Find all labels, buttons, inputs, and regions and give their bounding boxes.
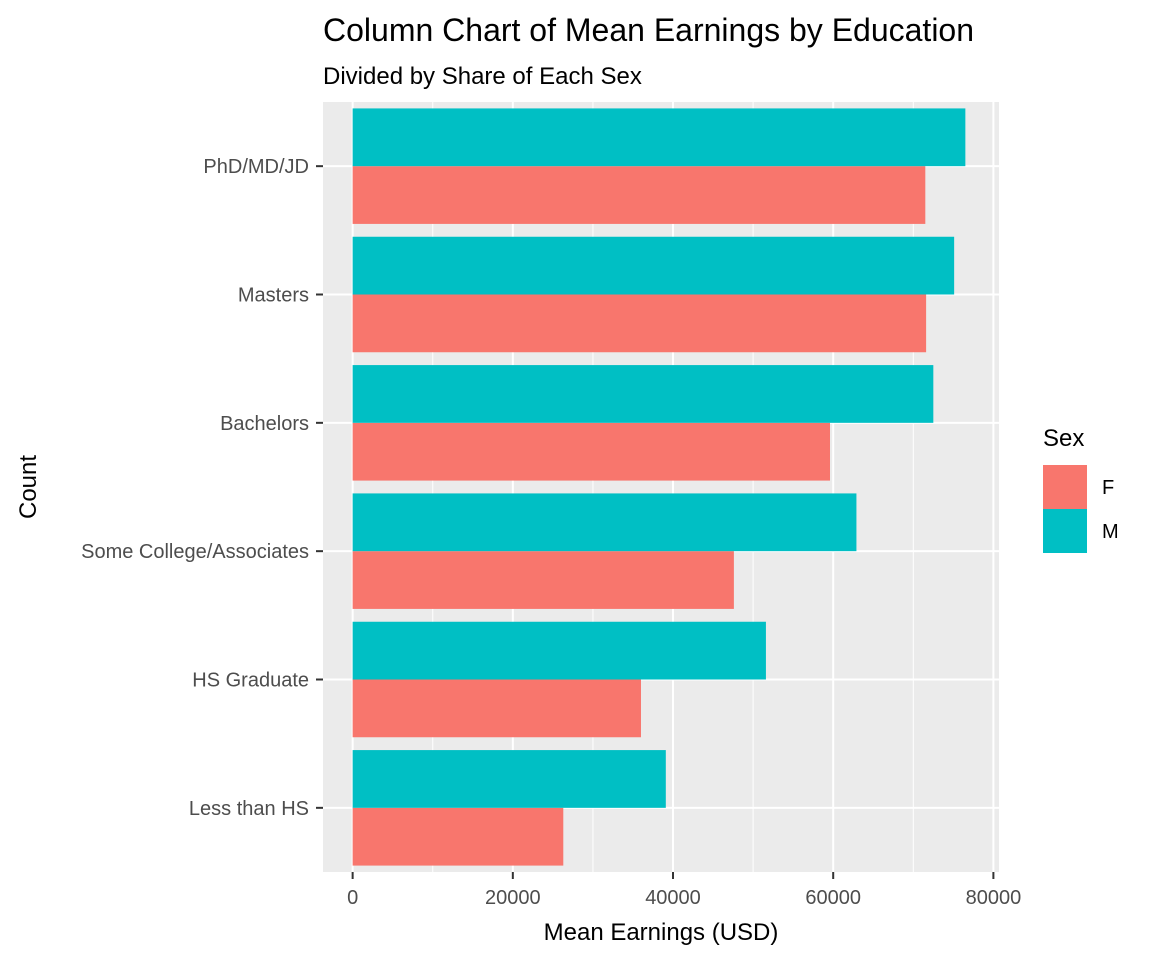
y-tick-label: HS Graduate — [192, 670, 309, 692]
y-axis-title: Count — [15, 455, 42, 519]
legend-swatch-m — [1043, 509, 1087, 553]
bar-f — [352, 807, 564, 866]
legend-title: Sex — [1043, 425, 1084, 452]
x-axis-title: Mean Earnings (USD) — [544, 919, 779, 946]
y-tick-label: Masters — [238, 285, 309, 307]
bar-m — [352, 621, 766, 680]
x-tick-label: 80000 — [966, 887, 1022, 909]
bar-f — [352, 551, 734, 609]
bar-f — [352, 679, 641, 738]
bar-f — [352, 294, 927, 353]
bar-f — [352, 166, 926, 224]
bar-f — [352, 422, 830, 481]
y-tick-label: Bachelors — [220, 413, 309, 435]
x-tick-label: 40000 — [645, 887, 701, 909]
x-tick-label: 60000 — [805, 887, 861, 909]
chart-subtitle: Divided by Share of Each Sex — [323, 63, 642, 90]
legend-swatch-f — [1043, 465, 1087, 509]
y-axis: Less than HS HS Graduate Some College/Asso… — [81, 156, 323, 820]
x-tick-label: 0 — [347, 887, 358, 909]
y-tick-label: Some College/Associates — [81, 541, 309, 563]
bar-m — [352, 750, 666, 808]
y-tick-label: PhD/MD/JD — [203, 156, 309, 178]
bar-m — [352, 493, 857, 552]
y-tick-label: Less than HS — [189, 798, 309, 820]
legend: Sex FM — [1043, 425, 1119, 553]
legend-label-m: M — [1102, 521, 1119, 543]
legend-items: FM — [1043, 465, 1119, 553]
x-axis: 0 20000 40000 60000 80000 — [347, 872, 1021, 909]
legend-label-f: F — [1102, 477, 1114, 499]
plot-panel — [323, 102, 999, 872]
bars — [352, 108, 966, 866]
bar-m — [352, 108, 966, 167]
bar-m — [352, 365, 934, 423]
x-tick-label: 20000 — [485, 887, 541, 909]
chart-title: Column Chart of Mean Earnings by Educati… — [323, 12, 974, 48]
bar-m — [352, 236, 955, 295]
